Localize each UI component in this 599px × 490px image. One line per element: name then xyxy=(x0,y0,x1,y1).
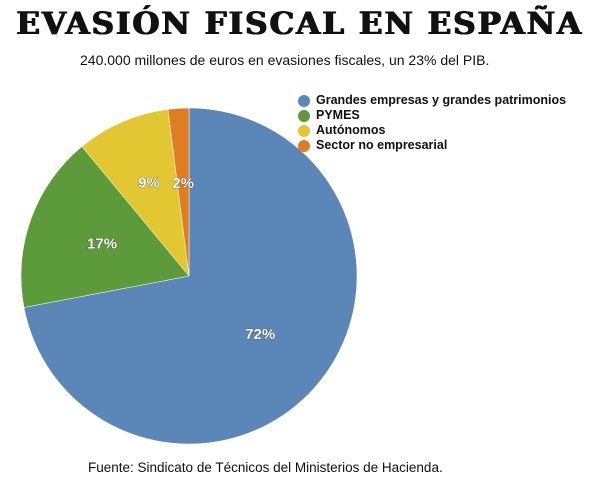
legend-item-autonomos: Autónomos xyxy=(298,123,566,138)
chart-title: EVASIÓN FISCAL EN ESPAÑA xyxy=(16,6,583,42)
source-note: Fuente: Sindicato de Técnicos del Minist… xyxy=(88,460,443,475)
legend-swatch xyxy=(298,124,310,137)
legend-swatch xyxy=(298,139,310,152)
legend-item-grandes-empresas-y-grandes-patrimonios: Grandes empresas y grandes patrimonios xyxy=(298,93,566,108)
pie-slice-autonomos xyxy=(81,109,190,277)
chart-subtitle: 240.000 millones de euros en evasiones f… xyxy=(80,52,490,68)
legend-label: Autónomos xyxy=(316,123,386,137)
legend-swatch xyxy=(298,109,310,122)
pie-slices xyxy=(20,107,358,445)
legend-label: Sector no empresarial xyxy=(316,138,448,152)
pie-label-autonomos: 9% xyxy=(138,174,160,191)
pie-labels: 72% 17% 9% 2% xyxy=(87,174,276,343)
pie-label-grandes-empresas-y-grandes-patrimonios: 72% xyxy=(245,326,275,343)
pie-label-sector-no-empresarial: 2% xyxy=(172,175,194,192)
pie-slice-grandes-empresas-y-grandes-patrimonios xyxy=(23,107,358,445)
legend-label: PYMES xyxy=(316,108,360,122)
legend: Grandes empresas y grandes patrimonios PY… xyxy=(298,93,566,153)
legend-item-pymes: PYMES xyxy=(298,108,566,123)
pie-label-pymes: 17% xyxy=(87,236,117,253)
legend-item-sector-no-empresarial: Sector no empresarial xyxy=(298,138,566,153)
pie-slice-sector-no-empresarial xyxy=(167,107,190,277)
pie-slice-pymes xyxy=(20,146,190,308)
legend-label: Grandes empresas y grandes patrimonios xyxy=(316,93,567,107)
legend-swatch xyxy=(298,94,310,107)
